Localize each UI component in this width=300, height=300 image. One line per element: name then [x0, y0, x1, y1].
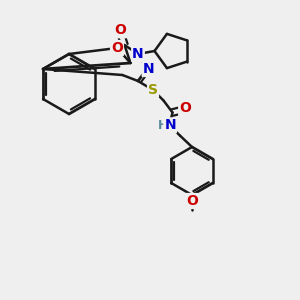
Text: H: H	[158, 119, 168, 132]
Text: O: O	[186, 194, 198, 208]
Text: N: N	[143, 62, 154, 76]
Text: O: O	[114, 23, 126, 37]
Text: N: N	[164, 118, 176, 132]
Text: S: S	[148, 83, 158, 97]
Text: N: N	[132, 47, 144, 61]
Text: O: O	[111, 41, 123, 55]
Text: O: O	[179, 101, 191, 115]
